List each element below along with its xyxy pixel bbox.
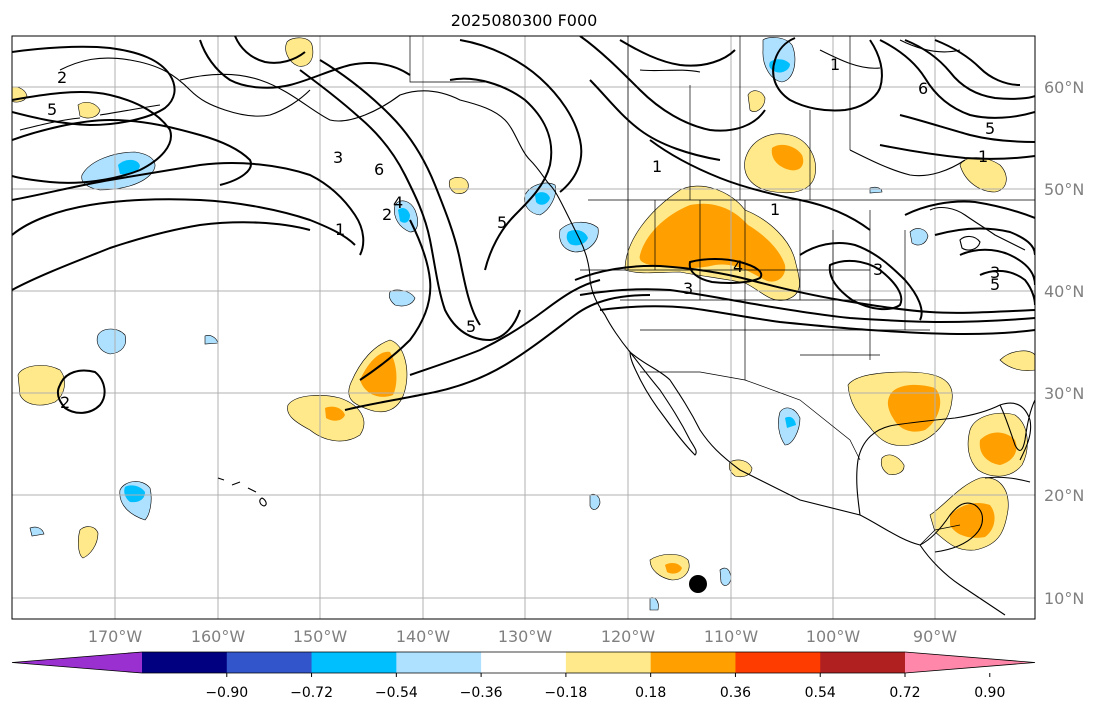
lon-label: 130°W bbox=[498, 627, 553, 646]
lat-label: 30°N bbox=[1044, 384, 1084, 403]
lon-label: 170°W bbox=[88, 627, 143, 646]
contour-label: 1 bbox=[978, 147, 988, 166]
longitude-labels: 170°W 160°W 150°W 140°W 130°W 120°W 110°… bbox=[88, 627, 957, 646]
colorbar-segment bbox=[650, 652, 736, 673]
colorbar-segment bbox=[735, 652, 821, 673]
contour-label: 3 bbox=[990, 263, 1000, 282]
contour-label: 3 bbox=[683, 279, 693, 298]
map-panel bbox=[12, 36, 1035, 619]
contour-label: 5 bbox=[466, 317, 476, 336]
colorbar-tick-label: 0.36 bbox=[720, 685, 751, 701]
colorbar-tick-label: −0.54 bbox=[375, 685, 418, 701]
lon-label: 110°W bbox=[704, 627, 759, 646]
map-content: 2 5 3 6 2 1 4 5 1 1 6 5 1 4 3 5 1 2 5 3 … bbox=[12, 36, 1035, 619]
latitude-labels: 60°N 50°N 40°N 30°N 20°N 10°N bbox=[1044, 78, 1084, 608]
colorbar-tick-label: −0.36 bbox=[460, 685, 503, 701]
storm-center-marker bbox=[689, 575, 707, 593]
lat-label: 50°N bbox=[1044, 180, 1084, 199]
contour-label: 6 bbox=[918, 79, 928, 98]
colorbar-tick-label: 0.90 bbox=[974, 685, 1005, 701]
negative-anomaly-core-shading bbox=[118, 59, 796, 503]
contour-label: 1 bbox=[830, 55, 840, 74]
colorbar-tick-label: 0.72 bbox=[889, 685, 920, 701]
colorbar-segment bbox=[820, 652, 906, 673]
contour-label: 6 bbox=[374, 160, 384, 179]
colorbar-extension-low bbox=[12, 652, 142, 673]
contour-label: 1 bbox=[652, 157, 662, 176]
lat-label: 10°N bbox=[1044, 589, 1084, 608]
colorbar-segment bbox=[226, 652, 313, 673]
contour-labels: 2 5 3 6 2 1 4 5 1 1 6 5 1 4 3 5 1 2 5 3 … bbox=[47, 55, 1000, 412]
contour-label: 3 bbox=[873, 260, 883, 279]
contour-label: 5 bbox=[497, 213, 507, 232]
colorbar: −0.90 −0.72 −0.54 −0.36 −0.18 0.18 0.36 0.54 0.7… bbox=[11, 651, 1036, 701]
contour-label: 5 bbox=[985, 119, 995, 138]
colorbar-segment bbox=[481, 652, 567, 673]
contour-label: 4 bbox=[393, 193, 403, 212]
contour-label: 2 bbox=[382, 205, 392, 224]
political-borders bbox=[409, 36, 1035, 546]
lon-label: 140°W bbox=[396, 627, 451, 646]
colorbar-tick-label: −0.72 bbox=[290, 685, 333, 701]
lon-label: 100°W bbox=[806, 627, 861, 646]
colorbar-outline bbox=[11, 651, 1036, 674]
colorbar-segment bbox=[396, 652, 482, 673]
colorbar-tick-label: −0.90 bbox=[205, 685, 248, 701]
contour-label: 4 bbox=[733, 257, 743, 276]
lat-label: 60°N bbox=[1044, 78, 1084, 97]
contour-label: 1 bbox=[770, 200, 780, 219]
graticule bbox=[12, 36, 1035, 619]
contour-label: 2 bbox=[57, 68, 67, 87]
colorbar-segment bbox=[311, 652, 397, 673]
lon-label: 150°W bbox=[293, 627, 348, 646]
contour-label: 5 bbox=[47, 100, 57, 119]
contour-label: 1 bbox=[335, 220, 345, 239]
contour-label: 5 bbox=[990, 275, 1000, 294]
map-title: 2025080300 F000 bbox=[451, 11, 598, 30]
lon-label: 90°W bbox=[913, 627, 957, 646]
colorbar-segment bbox=[142, 652, 228, 673]
lon-label: 120°W bbox=[601, 627, 656, 646]
lon-label: 160°W bbox=[191, 627, 246, 646]
lat-label: 20°N bbox=[1044, 486, 1084, 505]
colorbar-segment bbox=[565, 652, 652, 673]
colorbar-extension-high bbox=[905, 652, 1035, 673]
map-frame bbox=[11, 35, 1036, 620]
positive-anomaly-core-shading bbox=[325, 144, 1017, 574]
colorbar-tick-label: 0.54 bbox=[805, 685, 836, 701]
lat-label: 40°N bbox=[1044, 282, 1084, 301]
contour-label: 3 bbox=[333, 148, 343, 167]
contour-lines bbox=[12, 36, 1035, 414]
colorbar-tick-label: −0.18 bbox=[544, 685, 587, 701]
contour-label: 2 bbox=[60, 393, 70, 412]
colorbar-tick-label: 0.18 bbox=[635, 685, 666, 701]
